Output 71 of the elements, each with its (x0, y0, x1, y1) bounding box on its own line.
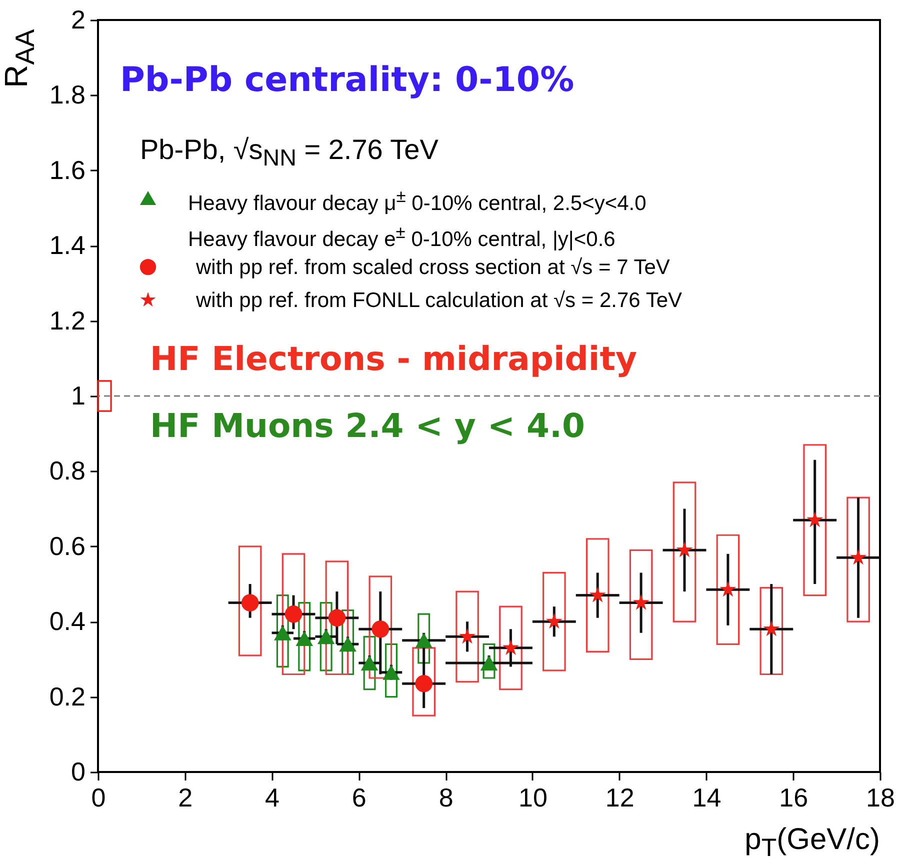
bar (499, 606, 522, 690)
y-tick-label: 2 (71, 4, 86, 34)
bar (238, 546, 262, 656)
x-tick-label: 0 (91, 782, 106, 812)
bar (97, 380, 112, 412)
annotation: Pb-Pb, √s$_{NN}$ = 2.76 TeV (140, 134, 438, 171)
y-tick-label: 1.8 (49, 80, 86, 110)
bar (368, 576, 392, 679)
x-tick-label: 14 (692, 782, 722, 812)
point (589, 586, 606, 602)
x-tick-label: 12 (605, 782, 634, 812)
bar (385, 643, 398, 698)
bar (482, 643, 496, 679)
point (480, 655, 498, 670)
y-tick-label: 0 (71, 756, 86, 786)
annotation: Heavy flavour decay e$^{±}$ 0-10% central, |y|<0.6 (188, 222, 616, 250)
bar (846, 496, 870, 622)
point (676, 542, 693, 558)
point (502, 639, 519, 655)
annotation: HF Electrons - midrapidity (150, 338, 637, 378)
bar (342, 610, 354, 676)
point (339, 636, 356, 652)
x-tick-label: 6 (352, 782, 366, 812)
y-tick-label: 0.4 (49, 606, 86, 636)
y-tick-label: 1 (71, 380, 86, 410)
bar (586, 538, 610, 652)
y-tick-label: 1.4 (49, 230, 86, 260)
point (459, 628, 476, 644)
x-tick-label: 18 (866, 782, 895, 812)
x-tick-label: 16 (779, 782, 808, 812)
bar (803, 444, 826, 596)
legend-label: with pp ref. from scaled cross section at √s = 7 TeV (196, 256, 670, 278)
point (720, 580, 736, 597)
point (850, 549, 867, 565)
bar (629, 549, 653, 660)
point (382, 664, 400, 680)
point (328, 609, 346, 626)
bar (760, 586, 784, 676)
point (372, 620, 390, 638)
bar (325, 560, 349, 676)
bar (363, 636, 376, 690)
bar (456, 590, 479, 683)
y-tick-label: 0.8 (49, 456, 86, 486)
point (360, 655, 378, 670)
x-axis-title: p$_{T}$(GeV/c) (744, 823, 880, 862)
x-tick-label: 2 (178, 782, 193, 812)
bar (298, 602, 311, 672)
legend-label: Heavy flavour decay μ$^{±}$ 0-10% central, 2.5<y<4.0 (188, 186, 646, 214)
point (806, 511, 824, 528)
legend-label: with pp ref. from FONLL calculation at √s = 2.76 TeV (196, 288, 682, 312)
x-tick-label: 8 (438, 782, 454, 812)
y-tick-label: 1.2 (49, 305, 86, 336)
bar (276, 594, 289, 668)
y-tick-label: 0.6 (49, 530, 86, 561)
y-tick-label: 0.2 (49, 681, 86, 712)
bar (672, 482, 696, 622)
point (241, 594, 259, 612)
bar (418, 613, 430, 664)
x-tick-label: 4 (265, 782, 280, 812)
point (632, 594, 650, 610)
point (284, 605, 302, 623)
point (763, 620, 780, 636)
bar (320, 602, 332, 672)
point (546, 612, 562, 629)
annotation: Pb-Pb centrality: 0-10% (120, 60, 574, 100)
annotation: HF Muons 2.4 < y < 4.0 (150, 406, 585, 444)
bar (282, 553, 306, 676)
bar (542, 572, 566, 672)
x-tick-label: 10 (518, 782, 548, 812)
y-tick-label: 1.6 (49, 154, 86, 185)
bar (716, 534, 740, 645)
